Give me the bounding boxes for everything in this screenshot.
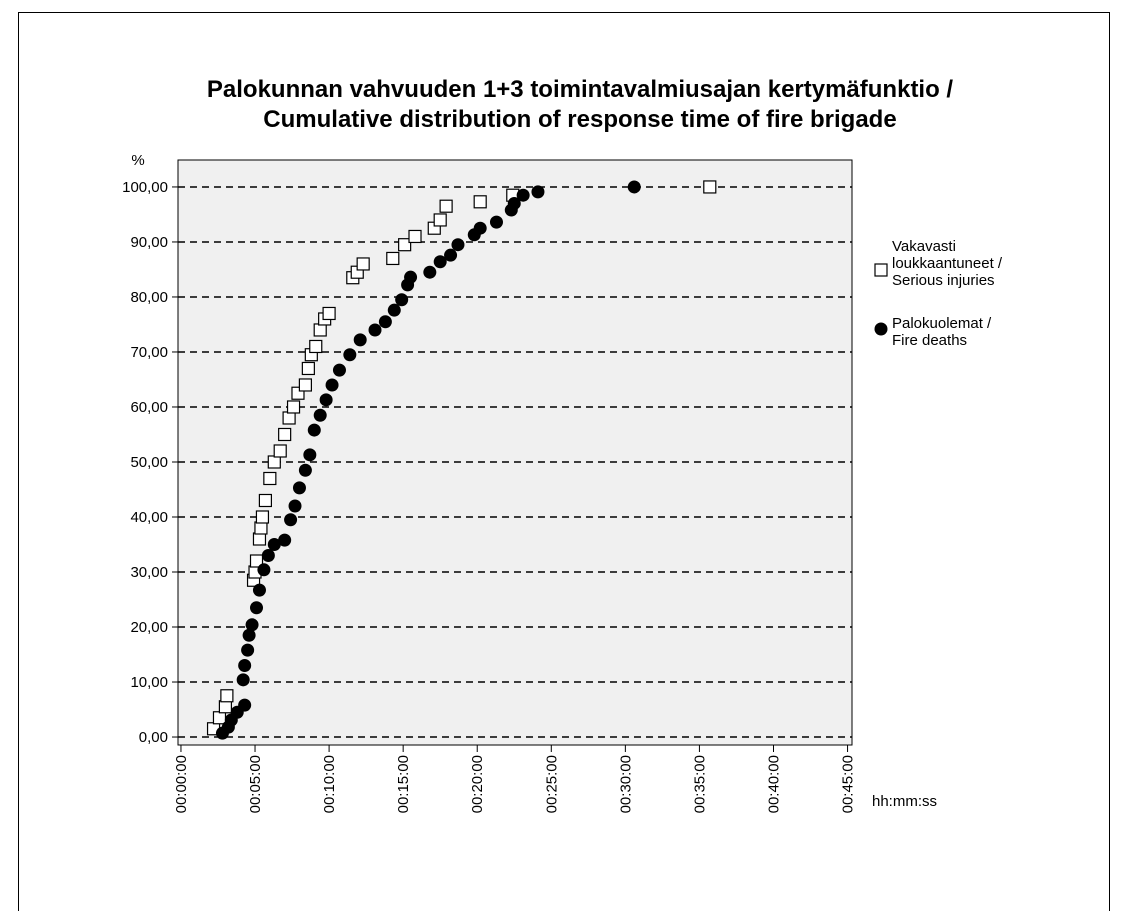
y-tick-label: 100,00 (122, 179, 168, 196)
y-tick-label: 90,00 (130, 234, 168, 251)
x-tick-label: 00:30:00 (617, 755, 634, 813)
point (473, 221, 487, 235)
legend-marker (874, 263, 888, 277)
chart-subtitle: Cumulative distribution of response time… (263, 106, 896, 133)
point (218, 700, 233, 714)
point (245, 618, 259, 632)
point (238, 659, 252, 673)
point (238, 698, 252, 712)
x-tick-label: 00:15:00 (395, 755, 412, 813)
point (398, 238, 412, 252)
point (489, 215, 503, 229)
point (252, 583, 266, 597)
y-tick-label: 30,00 (130, 564, 168, 581)
y-axis-label: % (131, 152, 144, 169)
point (387, 303, 401, 317)
point (212, 711, 227, 725)
legend-marker (874, 322, 888, 336)
point (261, 549, 275, 563)
point (303, 448, 317, 462)
point (368, 323, 382, 337)
point (322, 306, 336, 321)
x-tick-label: 00:25:00 (543, 755, 560, 813)
x-axis-label: hh:mm:ss (872, 793, 937, 810)
point (507, 196, 521, 210)
point (288, 499, 302, 513)
y-tick-label: 40,00 (130, 509, 168, 526)
point (451, 238, 465, 252)
point (267, 537, 281, 551)
point (292, 481, 306, 495)
point (220, 689, 234, 703)
point (325, 378, 339, 392)
point (531, 185, 545, 199)
point (516, 188, 530, 202)
point (313, 408, 327, 422)
point (301, 361, 315, 376)
point (284, 513, 298, 527)
point (241, 643, 255, 657)
point (386, 251, 400, 266)
x-tick-label: 00:40:00 (765, 755, 782, 813)
point (249, 554, 264, 568)
point (298, 378, 312, 392)
point (278, 427, 292, 442)
point (258, 493, 272, 508)
point (298, 463, 312, 477)
point (444, 248, 458, 262)
legend-label: Palokuolemat / Fire deaths (892, 315, 992, 349)
x-tick-label: 00:35:00 (691, 755, 708, 813)
point (263, 471, 277, 486)
y-tick-label: 0,00 (139, 729, 168, 746)
point (250, 601, 264, 615)
point (404, 270, 418, 284)
x-tick-label: 00:05:00 (247, 755, 264, 813)
point (252, 532, 267, 546)
point (343, 348, 357, 362)
point (433, 255, 447, 269)
y-tick-label: 20,00 (130, 619, 168, 636)
point (236, 673, 250, 687)
frame (18, 12, 1110, 911)
point (267, 455, 281, 469)
point (307, 423, 321, 437)
chart-title: Palokunnan vahvuuden 1+3 toimintavalmius… (207, 76, 954, 103)
point (273, 444, 287, 458)
x-tick-label: 00:10:00 (321, 755, 338, 813)
point (423, 265, 437, 279)
plot-area (177, 159, 853, 746)
x-tick-label: 00:45:00 (840, 755, 857, 813)
point (254, 521, 268, 535)
y-tick-label: 10,00 (130, 674, 168, 691)
point (332, 363, 346, 377)
point (378, 315, 392, 329)
point (257, 563, 271, 577)
point (319, 393, 333, 407)
point (309, 339, 323, 354)
point (278, 533, 292, 547)
point (356, 257, 370, 271)
point (433, 213, 447, 227)
point (242, 628, 256, 642)
point (703, 180, 717, 194)
point (408, 229, 422, 244)
x-tick-label: 00:20:00 (469, 755, 486, 813)
point (282, 411, 296, 425)
point (627, 180, 641, 194)
y-tick-label: 80,00 (130, 289, 168, 306)
x-tick-label: 00:00:00 (173, 755, 190, 813)
y-tick-label: 50,00 (130, 454, 168, 471)
y-tick-label: 70,00 (130, 344, 168, 361)
point (313, 323, 327, 337)
point (255, 510, 270, 524)
point (473, 195, 487, 209)
y-tick-label: 60,00 (130, 399, 168, 416)
point (286, 400, 301, 414)
point (395, 293, 409, 307)
legend-label: Vakavasti loukkaantuneet / Serious injur… (892, 238, 1003, 289)
point (353, 333, 367, 347)
point (439, 199, 453, 213)
